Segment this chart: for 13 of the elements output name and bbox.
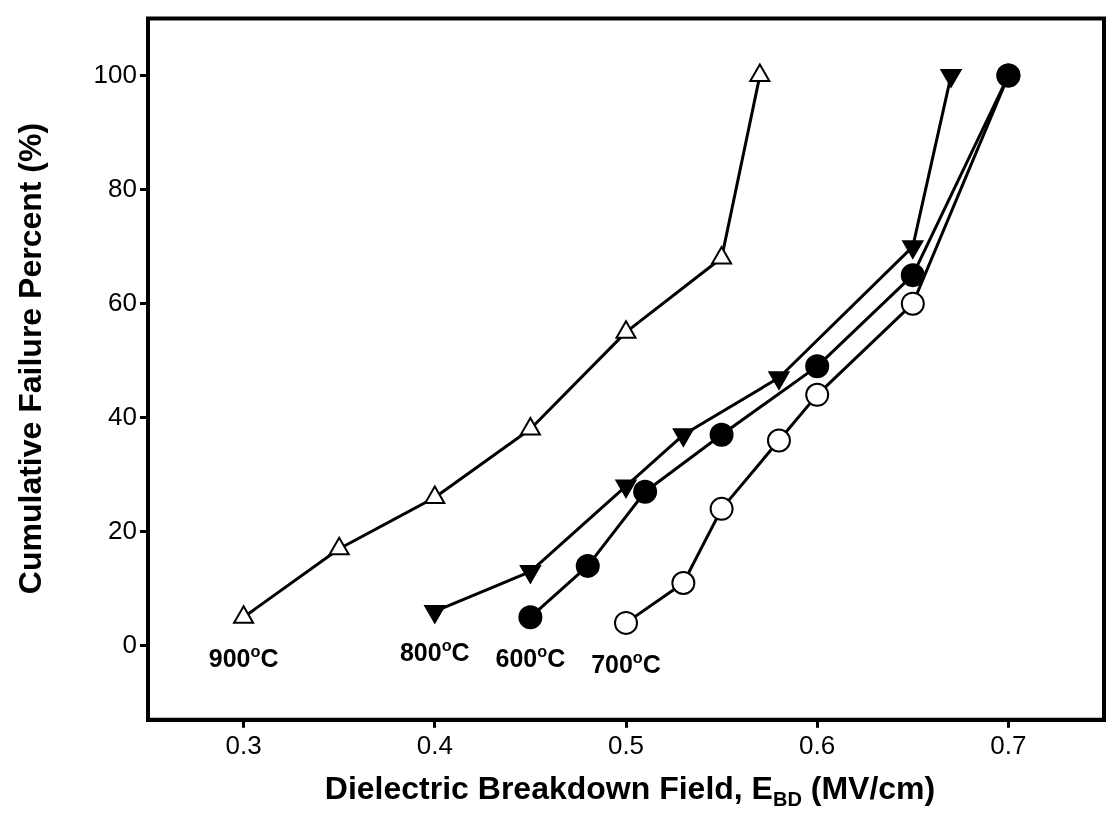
x-tick-label: 0.4	[416, 729, 453, 760]
y-axis-title: Cumulative Failure Percent (%)	[11, 121, 49, 597]
x-tick-label: 0.7	[990, 729, 1027, 760]
y-tick-label: 60	[108, 286, 137, 317]
y-tick-label: 80	[108, 172, 137, 203]
x-tick-label: 0.3	[225, 729, 262, 760]
y-tick-label: 20	[108, 514, 137, 545]
x-tick-label: 0.5	[607, 729, 645, 760]
y-tick-label: 100	[93, 58, 137, 89]
y-tick-label: 0	[122, 628, 137, 659]
y-tick-label: 40	[108, 400, 137, 431]
x-axis-title: Dielectric Breakdown Field, E$_{BD}$ (MV/cm)	[323, 770, 937, 812]
x-tick-label: 0.6	[799, 729, 836, 760]
